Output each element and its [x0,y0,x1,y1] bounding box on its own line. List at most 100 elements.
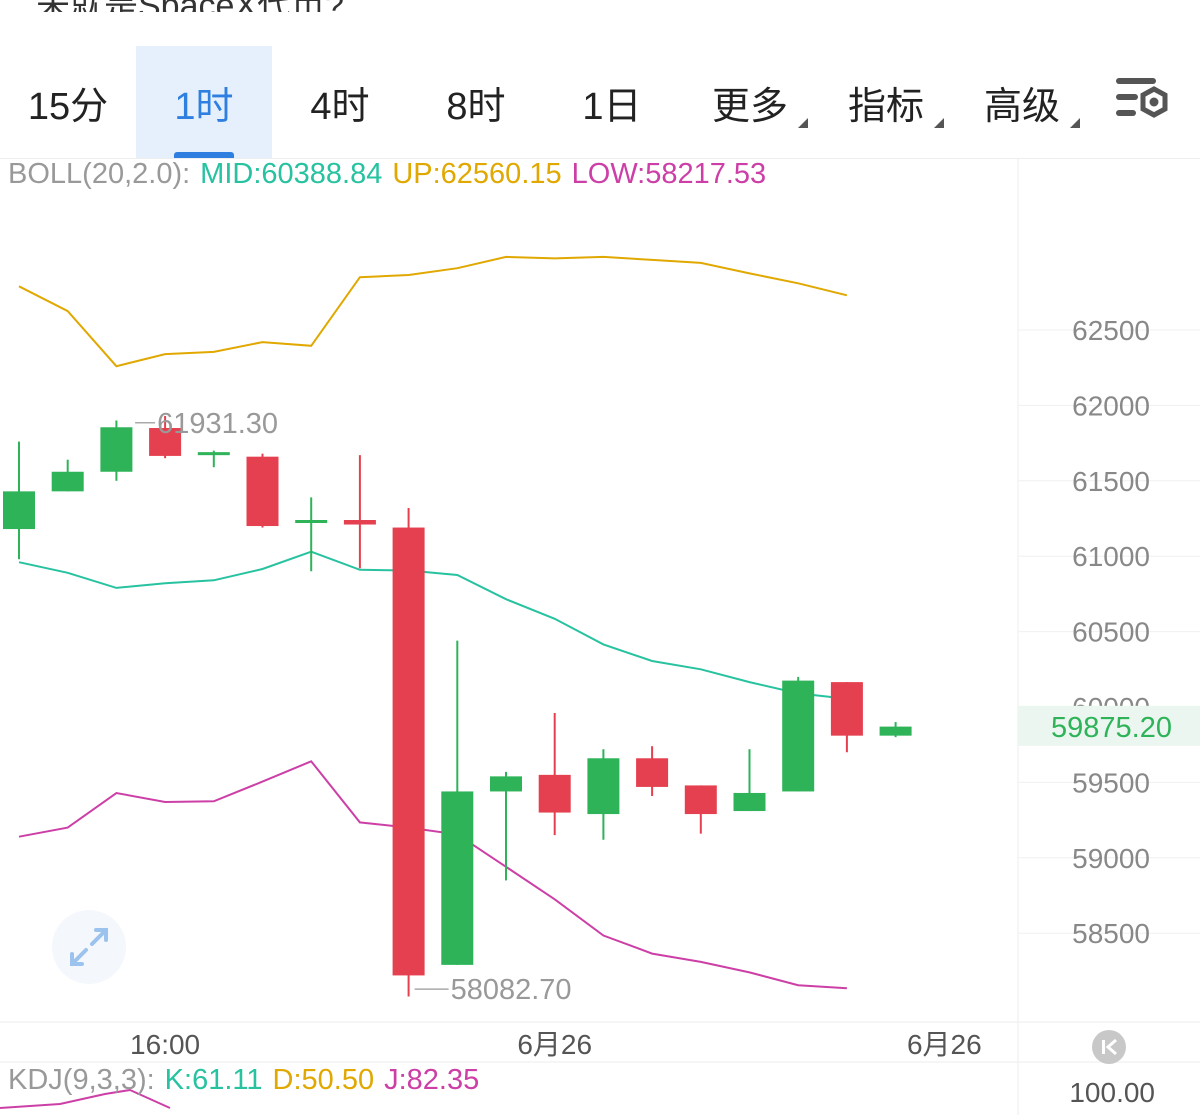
candle-body [343,520,376,525]
x-tick-label: 16:00 [130,1029,200,1060]
kdj-d-value: D:50.50 [272,1064,375,1096]
candle-body [392,527,425,976]
candle-falling [246,453,279,528]
candle-rising [295,497,328,572]
tab-1h-label: 1时 [174,85,234,128]
kdj-legend: KDJ(9,3,3): K:61.11 D:50.50 J:82.35 [8,1064,489,1097]
tab-4h[interactable]: 4时 [272,46,408,158]
candle-body [3,491,35,530]
tab-indicators-label: 指标 [847,85,924,128]
y-tick-label: 62000 [1072,390,1150,421]
candle-body [100,427,133,472]
boll-up-value: UP:62560.15 [392,158,562,190]
candle-body [295,520,328,524]
partial-title: 未就是SpaceX代币? [0,0,1200,12]
boll-low-value: LOW:58217.53 [571,158,767,190]
candle-body [636,758,669,787]
candle-body [782,680,815,792]
candle-rising [51,459,84,492]
active-tab-indicator [174,152,234,158]
boll-low-line [18,760,847,990]
expand-arrows-icon[interactable] [52,910,126,984]
tab-8h-label: 8时 [446,85,506,128]
candle-body [490,776,522,792]
candle-body [879,726,912,736]
kdj-axis-label: 100.00 [1069,1077,1155,1108]
chart-settings-icon[interactable] [1112,72,1174,130]
kdj-label: KDJ(9,3,3): [8,1064,155,1096]
kdj-j-value: J:82.35 [384,1064,480,1096]
partial-title-text: 未就是SpaceX代币? [36,0,344,12]
last-price-badge [1018,705,1200,746]
candle-rising [490,771,522,881]
low-marker-label: 58082.70 [451,974,572,1006]
candle-rising [441,640,474,965]
y-tick-label: 59500 [1072,767,1150,798]
candle-body [538,774,571,813]
y-tick-label: 60500 [1072,617,1150,648]
kdj-j-line [0,1088,171,1109]
x-tick-label: 6月26 [907,1029,982,1060]
candle-body [733,792,766,812]
dropdown-triangle-icon [798,118,808,128]
candle-body [197,452,230,456]
candle-falling [830,682,863,753]
candle-rising [733,749,766,812]
y-tick-label: 61500 [1072,466,1150,497]
grid-layer [0,158,1200,1115]
marker-layer: 61931.30 58082.70 [135,408,572,1006]
candle-body [149,428,182,456]
candle-body [441,791,474,965]
boll-mid-line [18,550,848,700]
candle-falling [636,746,669,796]
tab-1h[interactable]: 1时 [136,46,272,158]
boll-mid-value: MID:60388.84 [200,158,383,190]
boll-legend: BOLL(20,2.0): MID:60388.84 UP:62560.15 LOW:… [8,158,776,191]
candle-rising [100,420,133,481]
tab-1d-label: 1日 [582,85,642,128]
y-tick-label: 61000 [1072,541,1150,572]
candle-falling [343,455,376,569]
candle-falling [538,713,571,836]
candle-rising [3,441,35,560]
tab-more-label: 更多 [711,85,788,128]
interval-tabs: 15分 1时 4时 8时 1日 更多 指标 高级 [0,44,1200,159]
candle-body [684,785,717,815]
candle-rising [587,749,620,840]
candle-rising [879,722,912,738]
y-tick-label: 58500 [1072,918,1150,949]
boll-label: BOLL(20,2.0): [8,158,191,190]
candle-rising [782,676,815,792]
tab-advanced-label: 高级 [983,85,1060,128]
tab-more[interactable]: 更多 [690,46,810,158]
tab-1d[interactable]: 1日 [544,46,680,158]
x-tick-label: 6月26 [517,1029,592,1060]
tab-15m[interactable]: 15分 [0,46,136,158]
tab-15m-label: 15分 [27,85,109,128]
tab-advanced[interactable]: 高级 [962,46,1082,158]
axis-layer: 6250062000615006100060500600005950059000… [130,315,1200,1108]
candle-falling [392,507,425,997]
dropdown-triangle-icon [1070,118,1080,128]
candle-falling [149,415,182,459]
back-to-latest-icon[interactable] [1092,1030,1126,1064]
tab-indicators[interactable]: 指标 [826,46,946,158]
candle-body [51,471,84,492]
tab-4h-label: 4时 [310,85,370,128]
last-price-label: 59875.20 [1051,712,1172,744]
dropdown-triangle-icon [934,118,944,128]
candle-falling [684,785,717,834]
candle-body [587,758,620,815]
boll-up-line [18,255,848,368]
y-tick-label: 59000 [1072,843,1150,874]
boll-layer [0,255,848,1109]
candle-body [246,456,279,527]
candle-rising [197,450,230,468]
candle-body [830,682,863,736]
candle-layer [3,415,912,997]
kdj-k-value: K:61.11 [164,1064,263,1096]
y-tick-label: 62500 [1072,315,1150,346]
high-marker-label: 61931.30 [157,408,278,440]
tab-8h[interactable]: 8时 [408,46,544,158]
